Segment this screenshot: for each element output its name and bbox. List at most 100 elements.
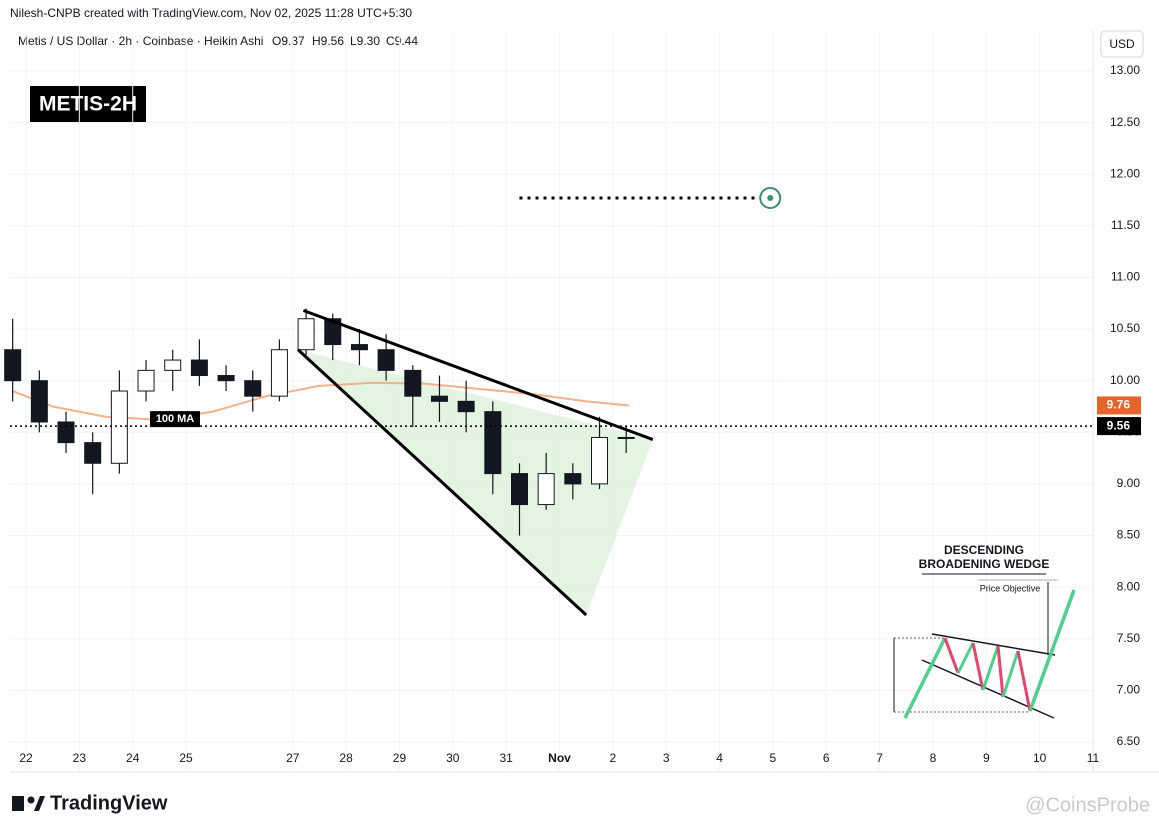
candle-body	[430, 395, 448, 402]
y-tick-label: 9.00	[1117, 476, 1141, 490]
ma-label: 100 MA	[156, 413, 195, 425]
y-tick-label: 11.00	[1111, 270, 1140, 284]
y-tick-label: 7.50	[1117, 631, 1141, 645]
x-tick-label: Nov	[548, 751, 571, 765]
y-tick-label: 6.50	[1117, 734, 1141, 748]
inset-title: DESCENDING	[944, 543, 1024, 557]
x-tick-label: 11	[1087, 751, 1100, 765]
inset-note: Price Objective	[980, 583, 1041, 593]
inset-title: BROADENING WEDGE	[919, 557, 1050, 571]
y-tick-label: 11.50	[1111, 218, 1140, 232]
x-tick-label: 30	[446, 751, 460, 765]
symbol: Metis / US Dollar · 2h · Coinbase · Heik…	[18, 34, 263, 48]
x-tick-label: 4	[716, 751, 723, 765]
x-tick-label: 23	[73, 751, 87, 765]
ohlc-value: L9.30	[350, 34, 380, 48]
inset-zigzag	[981, 645, 1000, 691]
x-tick-label: 5	[770, 751, 777, 765]
candle-body	[537, 473, 555, 506]
candle-body	[591, 436, 609, 485]
x-tick-label: 29	[393, 751, 407, 765]
x-tick-label: 22	[19, 751, 33, 765]
y-tick-label: 12.50	[1110, 115, 1140, 129]
x-tick-label: 31	[499, 751, 513, 765]
inset-diagram: DESCENDING BROADENING WEDGE Price Object…	[893, 543, 1076, 719]
x-tick-label: 7	[876, 751, 883, 765]
x-tick-label: 3	[663, 751, 670, 765]
x-tick-label: 6	[823, 751, 830, 765]
title-badge	[30, 86, 146, 122]
candle-body	[404, 369, 422, 397]
brand-logo	[12, 796, 45, 811]
y-tick-label: 12.00	[1110, 166, 1140, 180]
inset-zigzag	[943, 637, 960, 674]
candle-body	[84, 442, 102, 464]
candle-body	[324, 318, 342, 346]
candle-body	[350, 344, 368, 351]
inset-wedge-line	[931, 633, 1056, 656]
ohlc-value: C9.44	[386, 34, 418, 48]
ohlc-value: H9.56	[312, 34, 344, 48]
inset-zigzag	[956, 642, 975, 674]
target-dot	[767, 194, 774, 201]
candle-body	[190, 359, 208, 377]
candle-body	[137, 369, 155, 392]
plot-area: 100 MA	[4, 30, 1094, 772]
x-tick-label: 27	[286, 751, 300, 765]
candle-body	[110, 390, 128, 464]
candle-body	[484, 411, 502, 475]
inset-zigzag	[903, 637, 947, 719]
y-tick-label: 8.00	[1117, 579, 1141, 593]
candle-body	[57, 421, 75, 444]
x-tick-label: 2	[610, 751, 617, 765]
ma-price-label: 9.76	[1107, 398, 1131, 412]
candle-body	[564, 473, 582, 485]
currency[interactable]: USD	[1109, 37, 1135, 51]
candle-body	[457, 400, 475, 413]
y-tick-label: 7.00	[1117, 683, 1141, 697]
candle-body	[30, 380, 48, 423]
watermark: @CoinsProbe	[1025, 794, 1150, 816]
chart-title: METIS-2H	[39, 93, 137, 116]
ohlc-value: O9.37	[272, 34, 305, 48]
x-tick-label: 28	[339, 751, 353, 765]
logo-mark	[34, 796, 45, 811]
candle-body	[377, 349, 395, 371]
candle-body	[617, 436, 635, 440]
inset-zigzag	[1016, 650, 1032, 712]
x-tick-label: 10	[1033, 751, 1047, 765]
candle-body	[4, 349, 22, 382]
y-tick-label: 13.00	[1110, 63, 1140, 77]
price-label: 9.56	[1107, 418, 1131, 432]
ma-price-box	[1097, 396, 1141, 415]
inset-zigzag	[1001, 650, 1020, 698]
candle-body	[270, 349, 288, 397]
x-tick-label: 9	[983, 751, 990, 765]
wedge-line	[302, 309, 654, 441]
x-tick-label: 24	[126, 751, 140, 765]
inset-zigzag	[996, 645, 1005, 698]
wedge-line	[297, 348, 588, 617]
target-ring	[759, 186, 782, 209]
y-tick-label: 10.50	[1110, 321, 1140, 335]
candle-body	[510, 473, 528, 506]
byline: Nilesh-CNPB created with TradingView.com…	[10, 6, 412, 20]
brand: TradingView	[50, 792, 168, 814]
currency-button[interactable]	[1100, 30, 1144, 58]
inset-zigzag	[1028, 589, 1076, 712]
logo-mark	[27, 796, 35, 804]
x-tick-label: 8	[930, 751, 937, 765]
candle-body	[217, 375, 235, 382]
ma-label-box	[150, 411, 200, 428]
x-tick-label: 25	[179, 751, 193, 765]
y-tick-label: 10.00	[1110, 373, 1140, 387]
candle-body	[244, 380, 262, 397]
price-box	[1097, 417, 1141, 436]
candle-body	[164, 359, 182, 371]
wedge-fill	[298, 349, 653, 616]
y-tick-label: 8.50	[1117, 528, 1141, 542]
candle-body	[297, 318, 315, 351]
inset-zigzag	[971, 642, 985, 691]
logo-mark	[12, 796, 24, 811]
